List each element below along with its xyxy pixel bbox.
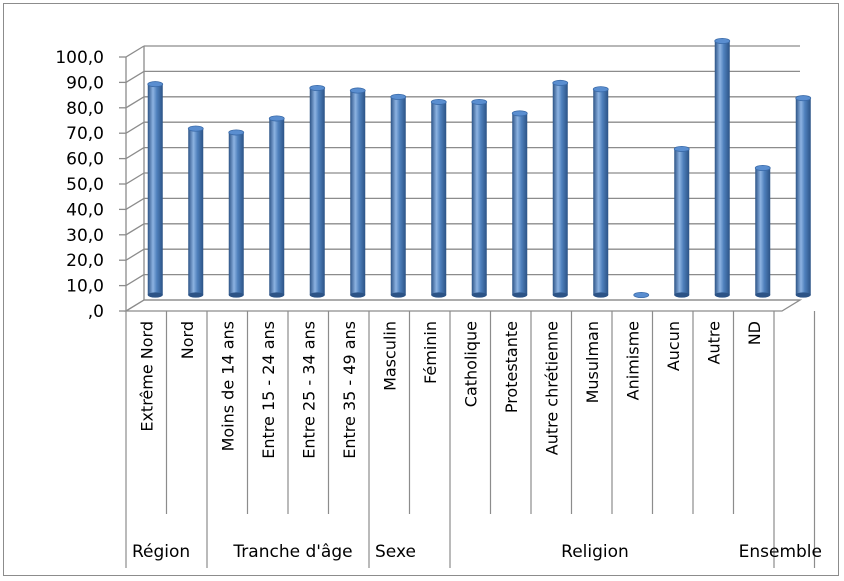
y-tick-label: 40,0	[66, 200, 104, 220]
y-tick-label: 60,0	[66, 150, 104, 170]
bar	[511, 110, 528, 298]
group-label: Ensemble	[739, 542, 822, 562]
gridline-side	[125, 96, 145, 109]
group-labels: Région Tranche d'âge Sexe Religion Ensemble	[132, 542, 822, 562]
bar	[268, 115, 285, 298]
bar	[187, 125, 204, 298]
gridline-side	[125, 248, 145, 261]
category-label: ND	[745, 321, 764, 345]
gridline-side	[125, 274, 145, 287]
axes	[119, 46, 816, 568]
y-tick-labels: ,0 10,0 20,0 30,0 40,0 50,0 60,0 70,0 80,0 90,0 10…	[55, 48, 104, 322]
category-label: Animisme	[623, 321, 642, 400]
bar	[592, 86, 609, 298]
group-label: Région	[132, 542, 190, 562]
category-label: Entre 35 - 49 ans	[340, 321, 359, 459]
bars	[147, 38, 812, 298]
y-tick-label: 90,0	[66, 73, 104, 93]
gridline-side	[125, 223, 145, 236]
category-label: Entre 15 - 24 ans	[259, 321, 278, 459]
gridline-side	[125, 147, 145, 160]
gridlines	[125, 45, 800, 312]
category-label: Nord	[178, 321, 197, 359]
y-tick-label: 50,0	[66, 175, 104, 195]
category-label: Protestante	[502, 321, 521, 413]
category-label: Autre	[704, 321, 723, 364]
gridline-side	[125, 121, 145, 134]
category-label: Extrême Nord	[137, 321, 156, 432]
category-label: Moins de 14 ans	[218, 321, 237, 451]
bar	[390, 93, 407, 298]
category-label: Autre chrétienne	[542, 321, 561, 455]
y-tick-label: 80,0	[66, 99, 104, 119]
bar	[471, 98, 488, 298]
bar	[309, 84, 326, 298]
gridline-side	[125, 70, 145, 83]
bar	[633, 291, 650, 298]
category-label: Catholique	[461, 321, 480, 407]
gridline-side	[125, 197, 145, 210]
bar	[228, 129, 245, 298]
bar	[147, 81, 164, 298]
y-tick-label: 100,0	[55, 48, 104, 68]
group-label: Tranche d'âge	[232, 542, 352, 562]
group-label: Religion	[561, 542, 629, 562]
y-tick-label: ,0	[88, 302, 104, 322]
bar	[349, 87, 366, 298]
bar	[552, 79, 569, 298]
y-tick-label: 10,0	[66, 277, 104, 297]
category-label: Aucun	[664, 321, 683, 371]
group-label: Sexe	[375, 542, 416, 562]
bar	[754, 164, 771, 298]
bar	[795, 95, 812, 298]
category-label: Masculin	[380, 321, 399, 391]
bar	[430, 98, 447, 298]
floor	[123, 299, 803, 312]
gridline-side	[125, 172, 145, 185]
category-label: Féminin	[421, 321, 440, 384]
category-label: Musulman	[583, 321, 602, 403]
category-label: Entre 25 - 34 ans	[299, 321, 318, 459]
bar	[673, 145, 690, 298]
bar	[714, 38, 731, 298]
y-tick-label: 70,0	[66, 124, 104, 144]
gridline-side	[125, 45, 145, 58]
category-labels: Extrême Nord Nord Moins de 14 ans Entre 15 …	[137, 321, 764, 459]
y-tick-label: 30,0	[66, 226, 104, 246]
y-tick-label: 20,0	[66, 251, 104, 271]
